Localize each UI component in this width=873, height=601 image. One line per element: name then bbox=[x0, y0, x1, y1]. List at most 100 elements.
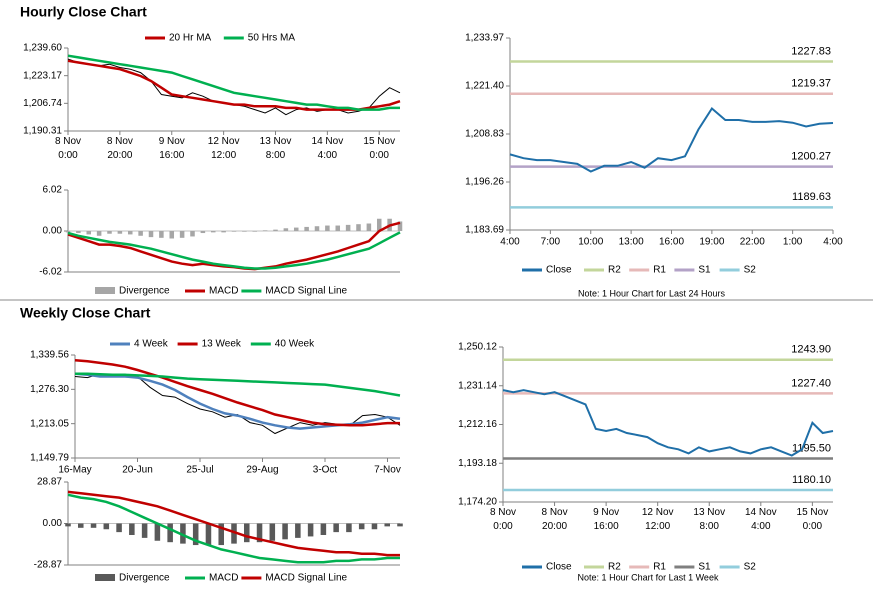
x-tick-line: 20:00 bbox=[107, 150, 132, 161]
y-tick-label: 1,206.74 bbox=[23, 98, 62, 109]
bar bbox=[167, 523, 173, 543]
bar bbox=[90, 523, 97, 528]
x-tick-line: 9 Nov bbox=[593, 507, 619, 518]
bar bbox=[154, 523, 161, 541]
bar bbox=[138, 231, 143, 236]
x-tick-line: 12 Nov bbox=[208, 136, 240, 147]
bar bbox=[366, 223, 372, 231]
x-tick-label: 16-May bbox=[58, 465, 91, 476]
chart-note: Note: 1 Hour Chart for Last 24 Hours bbox=[578, 288, 726, 298]
bar bbox=[293, 227, 299, 231]
x-tick-label: 15 Nov 0:00 bbox=[797, 507, 829, 532]
legend-label: Divergence bbox=[119, 286, 170, 297]
bar bbox=[335, 225, 341, 231]
bar bbox=[231, 523, 237, 544]
bar bbox=[107, 231, 112, 234]
bar bbox=[116, 523, 122, 533]
y-tick-label: -28.87 bbox=[34, 560, 63, 571]
x-tick-label: 10:00 bbox=[578, 237, 603, 248]
legend-label: R2 bbox=[608, 562, 621, 573]
x-tick-line: 16:00 bbox=[159, 150, 184, 161]
bar bbox=[397, 221, 403, 231]
x-tick-label: 4:00 bbox=[823, 237, 843, 248]
section-title: Weekly Close Chart bbox=[20, 305, 151, 321]
section-title: Hourly Close Chart bbox=[20, 4, 147, 20]
y-tick-label: 28.87 bbox=[37, 477, 62, 488]
x-tick-line: 8 Nov bbox=[542, 507, 568, 518]
chart-note: Note: 1 Hour Chart for Last 1 Week bbox=[578, 572, 719, 582]
bar bbox=[200, 231, 206, 234]
bar bbox=[345, 224, 351, 231]
y-tick-label: 1,239.60 bbox=[23, 43, 62, 54]
legend-label: S2 bbox=[744, 562, 757, 573]
x-tick-line: 12 Nov bbox=[642, 507, 674, 518]
x-tick-line: 13 Nov bbox=[260, 136, 292, 147]
bar bbox=[169, 231, 175, 239]
x-tick-label: 22:00 bbox=[740, 237, 765, 248]
x-tick-label: 16:00 bbox=[659, 237, 684, 248]
legend-label: S1 bbox=[698, 562, 711, 573]
legend-label: R2 bbox=[608, 265, 621, 276]
x-tick-line: 0:00 bbox=[803, 521, 823, 532]
y-tick-label: 1,212.16 bbox=[458, 419, 497, 430]
bar bbox=[103, 523, 110, 530]
bar bbox=[384, 523, 390, 527]
bar bbox=[127, 231, 133, 235]
x-tick-line: 8 Nov bbox=[55, 136, 81, 147]
bar bbox=[221, 231, 226, 233]
x-tick-label: 8 Nov 20:00 bbox=[542, 507, 568, 532]
bar bbox=[320, 523, 327, 535]
y-tick-label: 0.00 bbox=[43, 226, 63, 237]
x-tick-label: 8 Nov 20:00 bbox=[107, 136, 133, 161]
y-tick-label: 1,190.31 bbox=[23, 126, 62, 137]
bar bbox=[231, 231, 237, 232]
bar bbox=[65, 231, 71, 233]
bar bbox=[129, 523, 135, 535]
bar bbox=[205, 523, 212, 546]
bar bbox=[117, 231, 123, 234]
series-line bbox=[74, 358, 400, 427]
bar bbox=[346, 523, 352, 533]
level-label: 1180.10 bbox=[792, 474, 831, 486]
series-line bbox=[502, 389, 834, 457]
level-label: 1195.50 bbox=[792, 442, 831, 454]
y-tick-label: 0.00 bbox=[43, 518, 63, 529]
bar bbox=[307, 523, 314, 537]
x-tick-label: 8 Nov 0:00 bbox=[490, 507, 516, 532]
x-tick-line: 0:00 bbox=[370, 150, 390, 161]
legend-label: 4 Week bbox=[134, 339, 169, 350]
bar bbox=[179, 231, 185, 238]
x-tick-line: 8 Nov bbox=[490, 507, 516, 518]
x-tick-line: 12:00 bbox=[645, 521, 670, 532]
bar bbox=[65, 523, 71, 527]
bar bbox=[76, 231, 81, 234]
bar bbox=[159, 231, 164, 238]
x-tick-label: 13 Nov 8:00 bbox=[260, 136, 292, 161]
bar bbox=[358, 523, 365, 530]
y-tick-label: 1,233.97 bbox=[465, 33, 504, 44]
bar bbox=[190, 231, 195, 237]
legend-label: MACD bbox=[209, 573, 238, 584]
bar bbox=[180, 523, 186, 544]
bar bbox=[148, 231, 154, 238]
bar bbox=[283, 228, 289, 231]
legend-label: R1 bbox=[653, 562, 666, 573]
bar bbox=[333, 523, 339, 533]
x-tick-label: 8 Nov 0:00 bbox=[55, 136, 81, 161]
bar bbox=[282, 523, 288, 540]
x-tick-label: 25-Jul bbox=[186, 465, 213, 476]
series-line bbox=[67, 59, 401, 111]
y-tick-label: 6.02 bbox=[43, 185, 63, 196]
legend-label: S1 bbox=[698, 265, 711, 276]
x-tick-label: 19:00 bbox=[699, 237, 724, 248]
bar bbox=[78, 523, 84, 528]
level-label: 1243.90 bbox=[791, 344, 831, 356]
x-tick-line: 14 Nov bbox=[312, 136, 344, 147]
series-line bbox=[67, 490, 400, 557]
x-tick-label: 15 Nov 0:00 bbox=[363, 136, 395, 161]
x-tick-label: 9 Nov 16:00 bbox=[593, 507, 619, 532]
bar bbox=[210, 231, 216, 233]
legend-label: MACD Signal Line bbox=[265, 573, 347, 584]
y-tick-label: 1,339.56 bbox=[30, 350, 69, 361]
